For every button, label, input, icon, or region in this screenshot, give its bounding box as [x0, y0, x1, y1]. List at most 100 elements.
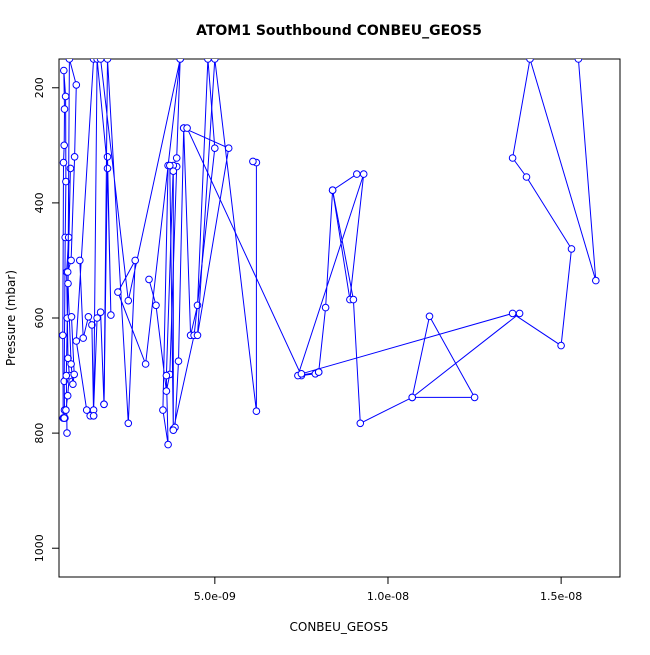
- data-point: [211, 144, 219, 152]
- data-point: [64, 279, 72, 288]
- series-group: [328, 170, 524, 428]
- data-point: [169, 426, 178, 435]
- data-point: [508, 309, 517, 318]
- data-point: [62, 371, 71, 380]
- data-point: [328, 186, 337, 194]
- data-point: [204, 59, 212, 63]
- series-line: [62, 70, 67, 419]
- series-line: [332, 173, 520, 425]
- data-point: [67, 313, 76, 321]
- data-point: [183, 124, 191, 132]
- data-point: [69, 380, 77, 389]
- y-tick-label: 400: [33, 192, 46, 213]
- data-point: [63, 429, 71, 437]
- data-point: [70, 370, 78, 379]
- data-point: [522, 173, 531, 181]
- series-line: [301, 59, 597, 375]
- data-point: [141, 360, 150, 368]
- data-point: [114, 288, 122, 296]
- data-point: [349, 295, 358, 304]
- data-point: [193, 331, 202, 340]
- data-point: [174, 357, 183, 366]
- series-layer: [59, 59, 600, 449]
- data-point: [103, 164, 112, 173]
- data-point: [63, 391, 72, 400]
- plot-frame: [58, 58, 621, 578]
- data-point: [62, 177, 70, 186]
- data-point: [96, 308, 105, 317]
- series-line: [183, 59, 257, 412]
- data-point: [131, 256, 139, 265]
- series-line: [148, 59, 181, 445]
- data-point: [124, 296, 133, 305]
- data-point: [100, 400, 108, 409]
- data-point: [89, 412, 98, 420]
- data-point: [172, 154, 181, 162]
- data-point: [63, 268, 72, 276]
- data-point: [60, 414, 68, 422]
- data-point: [103, 153, 112, 161]
- series-line: [169, 59, 216, 431]
- series-group: [145, 59, 184, 449]
- series-group: [72, 59, 98, 420]
- data-point: [62, 406, 70, 414]
- data-point: [356, 419, 365, 428]
- series-group: [179, 59, 261, 416]
- data-point: [72, 337, 81, 345]
- data-point: [166, 161, 174, 170]
- data-point: [67, 360, 75, 368]
- data-point: [574, 59, 583, 63]
- data-point: [526, 59, 534, 63]
- series-line: [100, 59, 181, 424]
- data-point: [162, 387, 171, 395]
- data-point: [252, 407, 261, 416]
- data-point: [557, 341, 565, 350]
- data-point: [470, 393, 479, 402]
- data-point: [224, 144, 233, 152]
- data-point: [72, 81, 81, 89]
- data-point: [96, 59, 105, 63]
- data-point: [70, 153, 79, 161]
- data-point: [176, 59, 184, 63]
- data-point: [93, 314, 101, 322]
- series-line: [67, 59, 77, 385]
- data-point: [353, 170, 361, 178]
- x-axis-label: CONBEU_GEOS5: [290, 620, 389, 634]
- y-tick-label: 1000: [33, 534, 46, 562]
- data-point: [508, 154, 517, 162]
- data-point: [59, 158, 68, 167]
- y-axis-label: Pressure (mbar): [4, 270, 18, 366]
- data-point: [515, 309, 524, 318]
- data-point: [164, 440, 172, 449]
- data-point: [76, 256, 84, 265]
- series-line: [89, 59, 112, 417]
- data-point: [67, 256, 75, 265]
- series-line: [75, 59, 95, 417]
- data-point: [408, 393, 417, 402]
- x-tick-label: 1.5e-08: [540, 590, 582, 603]
- y-axis: 200 400 600 800 1000: [33, 77, 59, 562]
- data-point: [65, 59, 74, 63]
- data-point: [321, 303, 330, 312]
- data-point: [124, 419, 133, 428]
- data-point: [84, 313, 93, 321]
- data-point: [169, 167, 178, 175]
- data-point: [60, 105, 69, 113]
- x-axis: 5.0e-09 1.0e-08 1.5e-08: [194, 577, 582, 603]
- data-point: [211, 59, 219, 63]
- y-tick-label: 600: [33, 308, 46, 329]
- series-group: [63, 59, 81, 389]
- data-point: [152, 301, 160, 310]
- data-point: [59, 331, 67, 340]
- data-point: [107, 311, 115, 319]
- data-point: [88, 321, 96, 329]
- data-point: [60, 66, 68, 75]
- data-point: [425, 312, 434, 321]
- data-point: [297, 370, 306, 378]
- data-point: [249, 157, 257, 166]
- y-tick-label: 200: [33, 77, 46, 98]
- series-group: [297, 59, 600, 378]
- data-point: [66, 164, 75, 173]
